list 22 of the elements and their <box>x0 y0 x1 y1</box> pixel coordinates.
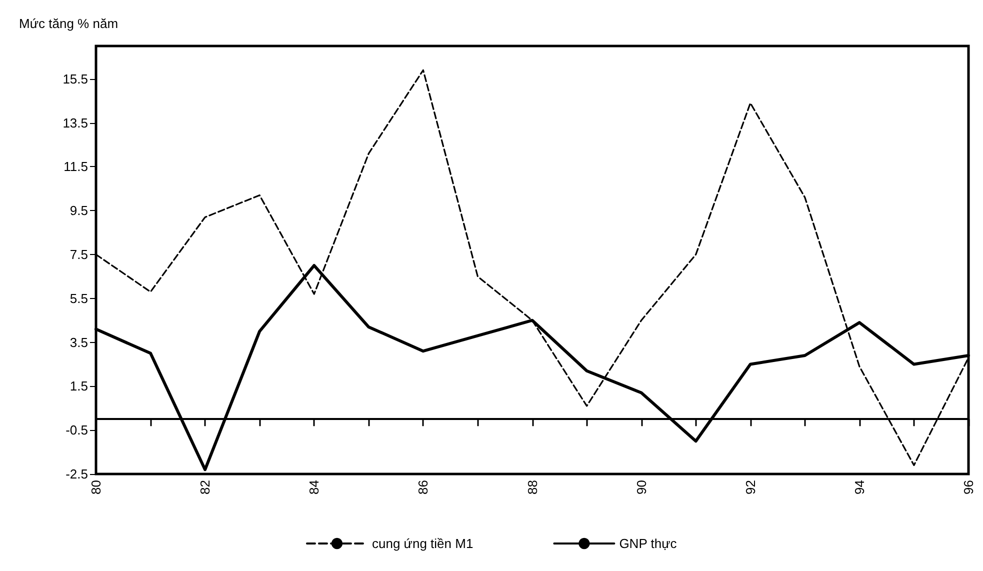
x-tick-label: 84 <box>306 480 322 494</box>
y-tick-label: 15.5 <box>62 71 88 86</box>
x-tick-label: 94 <box>852 480 867 494</box>
x-tick-label: 80 <box>88 480 104 494</box>
x-tick-label: 82 <box>198 480 213 494</box>
x-tick-label: 96 <box>961 480 976 494</box>
legend-label: GNP thực <box>619 536 678 551</box>
y-tick-label: 11.5 <box>64 159 88 174</box>
legend-label: cung ứng tiền M1 <box>372 536 474 551</box>
y-tick-label: 7.5 <box>70 247 88 262</box>
y-tick-label: 5.5 <box>70 290 88 306</box>
y-axis-title: Mức tăng % năm <box>19 16 118 31</box>
y-tick-label: 3.5 <box>70 334 88 350</box>
x-tick-label: 90 <box>634 480 649 494</box>
x-tick-label: 92 <box>742 480 758 494</box>
y-tick-label: 13.5 <box>62 115 88 130</box>
x-tick-label: 86 <box>416 480 431 494</box>
x-tick-label: 88 <box>524 480 540 494</box>
y-tick-label: 1.5 <box>70 378 88 394</box>
y-tick-label: 9.5 <box>70 203 88 218</box>
y-tick-label: -0.5 <box>66 422 88 438</box>
y-tick-label: -2.5 <box>66 466 88 482</box>
